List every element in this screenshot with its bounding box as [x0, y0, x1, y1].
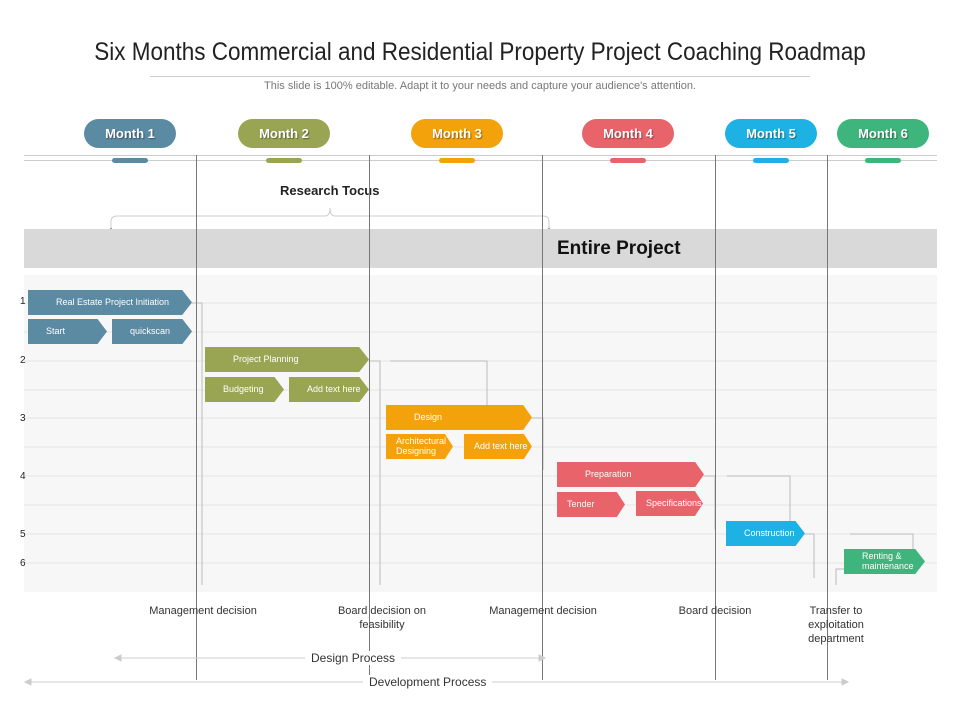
- milestone-label: Management decision: [489, 605, 597, 617]
- row-number: 4: [20, 471, 26, 482]
- entire-project-label: Entire Project: [557, 238, 681, 259]
- task-arrow[interactable]: Design: [386, 405, 532, 430]
- subtitle: This slide is 100% editable. Adapt it to…: [264, 80, 696, 92]
- month-marker: [266, 158, 302, 163]
- task-arrow[interactable]: Real Estate Project Initiation: [28, 290, 192, 315]
- month-divider: [542, 155, 543, 680]
- timeline-line: [24, 155, 937, 156]
- task-arrow[interactable]: Project Planning: [205, 347, 369, 372]
- task-arrow[interactable]: Add text here: [289, 377, 369, 402]
- month-marker: [112, 158, 148, 163]
- research-focus-label: Research Tocus: [280, 183, 380, 198]
- entire-project-band: [24, 229, 937, 268]
- month-divider: [196, 155, 197, 680]
- row-number: 1: [20, 296, 26, 307]
- task-arrow[interactable]: Add text here: [464, 434, 532, 459]
- month-divider: [715, 155, 716, 680]
- task-arrow[interactable]: Renting & maintenance: [844, 549, 925, 574]
- month-pill-4[interactable]: Month 4: [582, 119, 674, 148]
- month-pill-2[interactable]: Month 2: [238, 119, 330, 148]
- month-marker: [753, 158, 789, 163]
- month-divider: [827, 155, 828, 680]
- timeline-line: [24, 160, 937, 161]
- month-marker: [610, 158, 646, 163]
- task-arrow[interactable]: Preparation: [557, 462, 704, 487]
- development-process-label: Development Process: [363, 675, 493, 689]
- milestone-label: Transfer to exploitation department: [808, 605, 864, 645]
- task-arrow[interactable]: Construction: [726, 521, 805, 546]
- milestone-label: Board decision: [678, 605, 752, 617]
- task-arrow[interactable]: Start: [28, 319, 107, 344]
- task-arrow[interactable]: Architectural Designing: [386, 434, 453, 459]
- row-number: 3: [20, 413, 26, 424]
- task-arrow[interactable]: quickscan: [112, 319, 192, 344]
- month-marker: [865, 158, 901, 163]
- task-arrow[interactable]: Tender: [557, 492, 625, 517]
- month-divider: [369, 155, 370, 680]
- milestone-label: Board decision on feasibility: [337, 605, 427, 631]
- row-number: 5: [20, 529, 26, 540]
- month-pill-5[interactable]: Month 5: [725, 119, 817, 148]
- title-divider: [150, 76, 810, 77]
- task-arrow[interactable]: Budgeting: [205, 377, 284, 402]
- flow-arrow: [192, 302, 203, 585]
- month-marker: [439, 158, 475, 163]
- month-pill-3[interactable]: Month 3: [411, 119, 503, 148]
- task-arrow[interactable]: Specifications: [636, 491, 703, 516]
- research-brace: [110, 207, 550, 268]
- row-number: 6: [20, 558, 26, 569]
- milestone-label: Management decision: [149, 605, 257, 617]
- month-pill-6[interactable]: Month 6: [837, 119, 929, 148]
- row-number: 2: [20, 355, 26, 366]
- design-process-label: Design Process: [305, 651, 402, 665]
- page-title: Six Months Commercial and Residential Pr…: [94, 38, 866, 66]
- feedback-arrow: [390, 360, 488, 418]
- month-pill-1[interactable]: Month 1: [84, 119, 176, 148]
